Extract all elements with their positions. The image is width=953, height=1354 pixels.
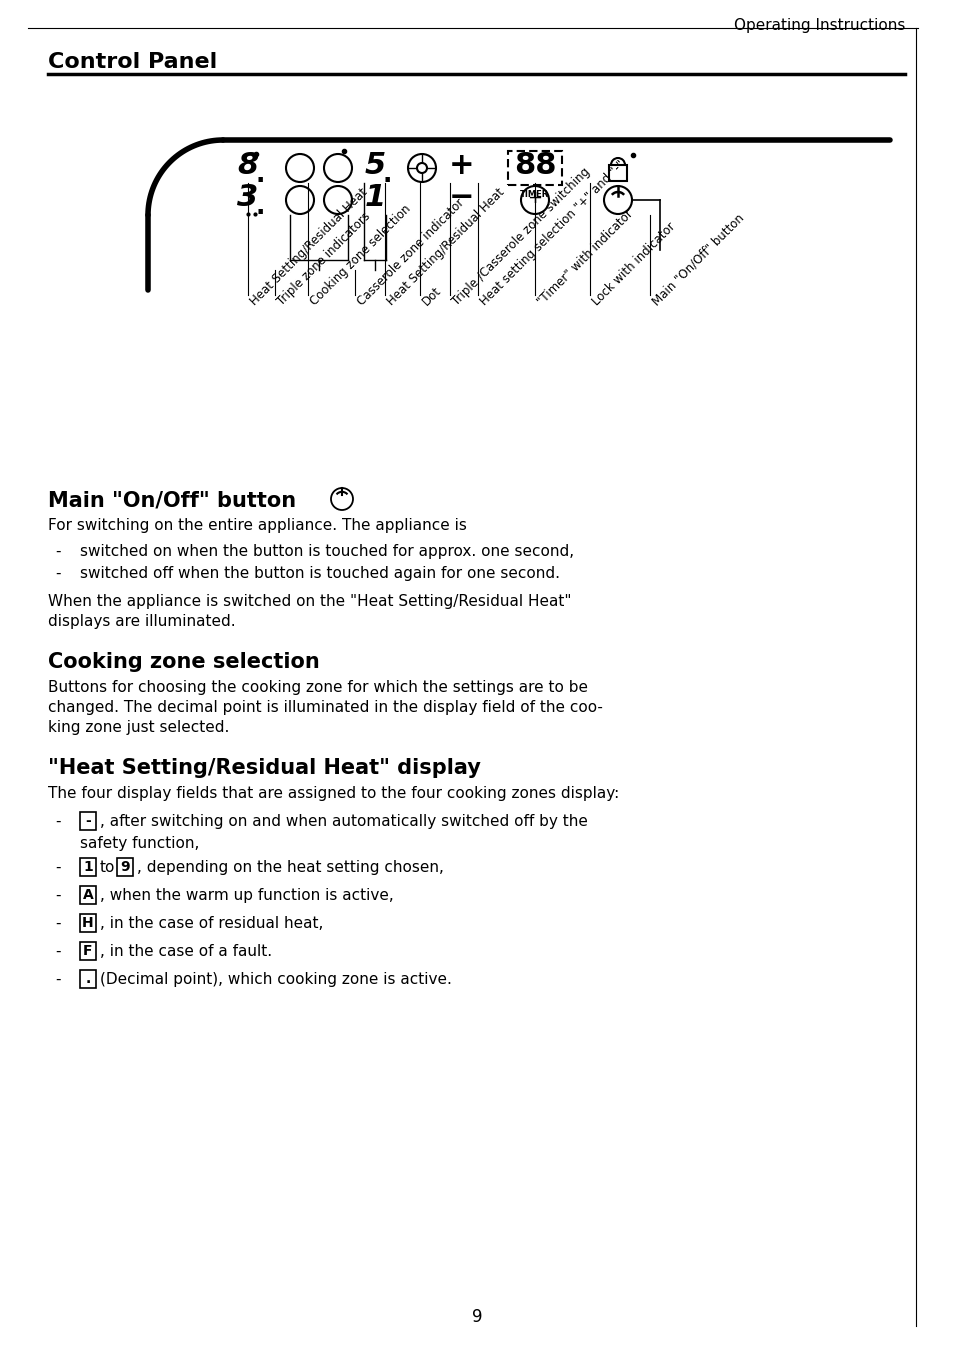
Text: to: to	[100, 860, 115, 875]
Text: Heat Setting/Residual Heat: Heat Setting/Residual Heat	[385, 185, 507, 309]
Text: When the appliance is switched on the "Heat Setting/Residual Heat": When the appliance is switched on the "H…	[48, 594, 571, 609]
Text: .: .	[382, 162, 392, 187]
Text: , depending on the heat setting chosen,: , depending on the heat setting chosen,	[137, 860, 443, 875]
Text: -: -	[55, 544, 60, 559]
Bar	[80, 969, 96, 988]
Text: (Decimal point), which cooking zone is active.: (Decimal point), which cooking zone is a…	[100, 972, 452, 987]
Text: 5: 5	[364, 152, 385, 180]
Text: -: -	[55, 888, 60, 903]
Text: +: +	[527, 190, 542, 207]
Text: Cooking zone selection: Cooking zone selection	[308, 203, 414, 309]
Text: -: -	[55, 944, 60, 959]
Bar	[117, 858, 132, 876]
Text: .: .	[255, 195, 264, 219]
Text: , in the case of a fault.: , in the case of a fault.	[100, 944, 272, 959]
Text: -: -	[55, 860, 60, 875]
Text: The four display fields that are assigned to the four cooking zones display:: The four display fields that are assigne…	[48, 787, 618, 802]
Text: 1: 1	[83, 860, 92, 873]
Text: Main "On/Off" button: Main "On/Off" button	[649, 211, 746, 309]
Text: "Timer" with indicator: "Timer" with indicator	[535, 207, 636, 309]
Text: For switching on the entire appliance. The appliance is: For switching on the entire appliance. T…	[48, 519, 466, 533]
Text: Heat Setting/Residual Heat: Heat Setting/Residual Heat	[248, 185, 370, 309]
Text: Triple zone indicators: Triple zone indicators	[274, 210, 373, 309]
Text: 9: 9	[120, 860, 130, 873]
Text: -: -	[55, 972, 60, 987]
Text: 9: 9	[471, 1308, 482, 1326]
Text: "Heat Setting/Residual Heat" display: "Heat Setting/Residual Heat" display	[48, 758, 480, 779]
Text: 1: 1	[364, 184, 385, 213]
Text: , after switching on and when automatically switched off by the: , after switching on and when automatica…	[100, 814, 587, 829]
Text: Cooking zone selection: Cooking zone selection	[48, 653, 319, 672]
Text: , when the warm up function is active,: , when the warm up function is active,	[100, 888, 394, 903]
Bar	[80, 942, 96, 960]
Text: displays are illuminated.: displays are illuminated.	[48, 613, 235, 630]
Bar	[608, 165, 626, 181]
Text: Dot: Dot	[419, 284, 443, 309]
Bar	[80, 812, 96, 830]
Text: -: -	[55, 917, 60, 932]
Text: TIMER: TIMER	[519, 190, 549, 199]
Text: Triple /Casserole zone switching: Triple /Casserole zone switching	[450, 165, 592, 309]
Bar	[80, 914, 96, 932]
Text: F: F	[83, 944, 92, 959]
Text: A: A	[83, 888, 93, 902]
Text: changed. The decimal point is illuminated in the display field of the coo-: changed. The decimal point is illuminate…	[48, 700, 602, 715]
Text: −: −	[449, 184, 475, 213]
Text: 3: 3	[237, 184, 258, 213]
Text: H: H	[82, 917, 93, 930]
Text: , in the case of residual heat,: , in the case of residual heat,	[100, 917, 323, 932]
Text: .: .	[255, 162, 264, 187]
Text: Buttons for choosing the cooking zone for which the settings are to be: Buttons for choosing the cooking zone fo…	[48, 680, 587, 695]
Text: +: +	[449, 152, 475, 180]
Text: Control Panel: Control Panel	[48, 51, 217, 72]
Text: .: .	[85, 972, 91, 986]
Text: -: -	[85, 814, 91, 829]
Bar	[80, 858, 96, 876]
Text: switched off when the button is touched again for one second.: switched off when the button is touched …	[80, 566, 559, 581]
Text: king zone just selected.: king zone just selected.	[48, 720, 229, 735]
Text: 88: 88	[514, 152, 556, 180]
Text: Casserole zone indicator: Casserole zone indicator	[355, 196, 467, 309]
Bar	[507, 152, 561, 185]
Text: safety function,: safety function,	[80, 835, 199, 852]
Text: Main "On/Off" button: Main "On/Off" button	[48, 490, 295, 510]
Text: Lock with indicator: Lock with indicator	[589, 221, 678, 309]
Text: -: -	[55, 566, 60, 581]
Text: Operating Instructions: Operating Instructions	[733, 18, 904, 32]
Text: -: -	[55, 814, 60, 829]
Text: switched on when the button is touched for approx. one second,: switched on when the button is touched f…	[80, 544, 574, 559]
Text: 8: 8	[237, 152, 258, 180]
Bar	[80, 886, 96, 904]
Text: Heat setting selection "+" and "-": Heat setting selection "+" and "-"	[477, 158, 627, 309]
